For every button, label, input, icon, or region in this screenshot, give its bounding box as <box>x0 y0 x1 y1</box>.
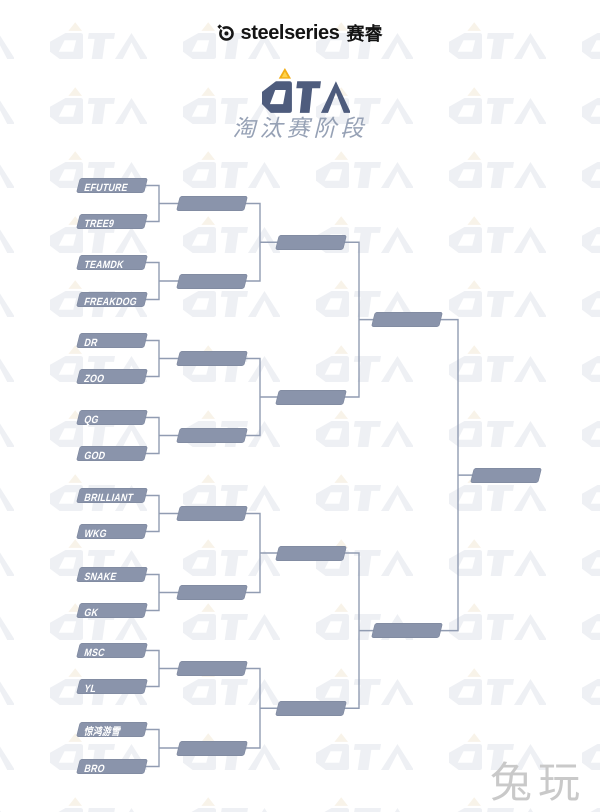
round1-team: EFUTURE <box>76 178 148 194</box>
team-label: GK <box>82 607 100 619</box>
round2-slot <box>176 661 248 676</box>
round2-slot <box>176 740 248 756</box>
round1-team: TREE9 <box>76 214 148 230</box>
round1-team: WKG <box>76 524 148 540</box>
round1-team: YL <box>76 679 148 695</box>
round2-slot <box>176 585 248 600</box>
team-label: WKG <box>82 528 109 540</box>
stage-title: 淘汰赛阶段 <box>232 115 368 141</box>
team-label: YL <box>82 683 98 695</box>
round2-slot <box>176 196 248 211</box>
team-label: GOD <box>82 450 107 462</box>
round3-slot <box>275 700 347 716</box>
round1-team: TEAMDK <box>76 255 148 271</box>
team-label: FREAKDOG <box>82 296 139 308</box>
final-slot <box>470 467 542 483</box>
round2-slot <box>176 428 248 443</box>
round1-team: MSC <box>76 643 148 659</box>
brand-name-cn: 赛睿 <box>346 24 383 44</box>
brand-name: steelseries <box>240 21 340 44</box>
round3-slot <box>275 389 347 405</box>
team-label: 惊鸿游雪 <box>82 726 123 738</box>
site-watermark: 兔玩 <box>489 759 586 806</box>
team-label: TEAMDK <box>82 259 126 271</box>
team-label: EFUTURE <box>82 182 130 194</box>
round1-team: GK <box>76 603 148 619</box>
round1-team: 惊鸿游雪 <box>76 722 148 738</box>
team-label: MSC <box>82 647 107 659</box>
round3-slot <box>275 234 347 250</box>
round1-team: QG <box>76 410 148 426</box>
round1-team: GOD <box>76 446 148 462</box>
round2-slot <box>176 351 248 366</box>
team-label: SNAKE <box>82 571 119 583</box>
ota-logo <box>262 53 350 113</box>
round1-team: ZOO <box>76 369 148 385</box>
round1-team: DR <box>76 333 148 349</box>
team-label: QG <box>82 414 101 426</box>
round1-team: BRILLIANT <box>76 488 148 504</box>
team-label: TREE9 <box>82 218 116 230</box>
steelseries-brand: steelseries 赛睿 <box>0 20 600 46</box>
semifinal-slot <box>371 623 443 639</box>
team-label: BRILLIANT <box>82 492 135 504</box>
round1-team: FREAKDOG <box>76 292 148 308</box>
team-label: ZOO <box>82 373 106 385</box>
steelseries-icon <box>217 24 235 41</box>
round1-team: SNAKE <box>76 567 148 583</box>
semifinal-slot <box>371 312 443 328</box>
team-label: DR <box>82 337 100 349</box>
round2-slot <box>176 273 248 289</box>
connector-lines <box>144 184 476 768</box>
round3-slot <box>275 545 347 561</box>
team-label: BRO <box>82 763 107 775</box>
round2-slot <box>176 506 248 521</box>
round1-team: BRO <box>76 759 148 775</box>
